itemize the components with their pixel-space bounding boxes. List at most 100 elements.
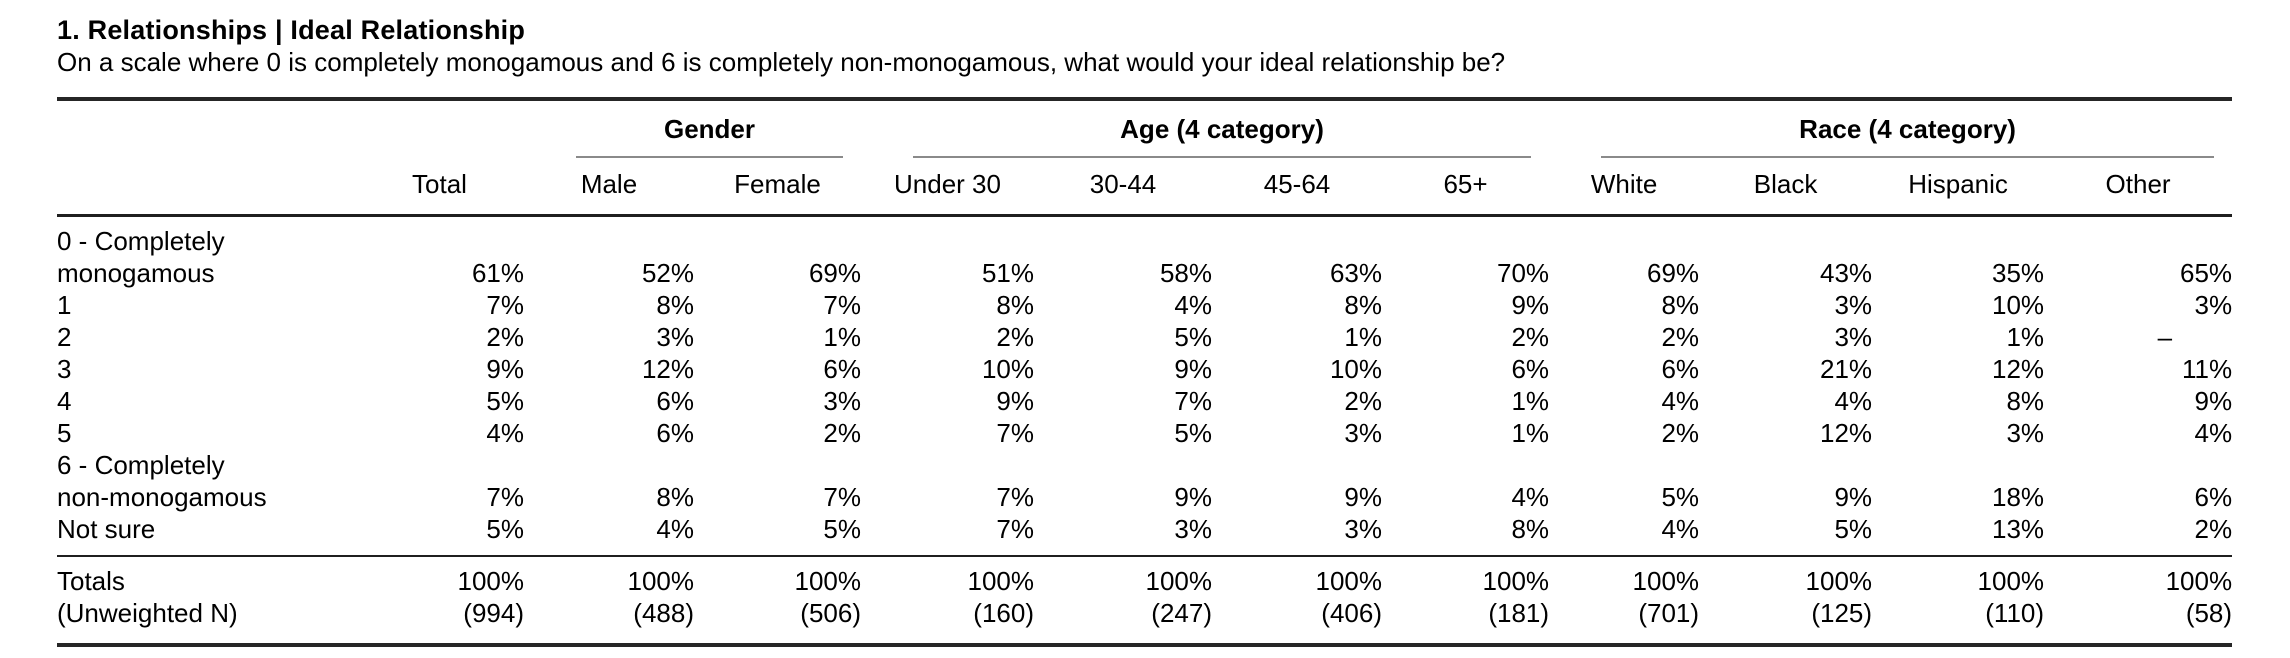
table-cell: 6% xyxy=(1511,354,1550,384)
table-cell: 8% xyxy=(1661,290,1700,320)
table-row: 1 7% 8% 7% 8% 4% 8% 9% 8% 3% 10% 3% xyxy=(57,289,2232,321)
table-row: 0 - Completely monogamous 61% 52% 69% 51% 58%… xyxy=(57,216,2232,290)
table-cell: 8% xyxy=(656,482,694,512)
table-cell: 100% xyxy=(1382,555,1550,597)
table-cell: 3% xyxy=(2006,418,2045,448)
row-label: Not sure xyxy=(57,514,156,544)
unweighted-n-label: (Unweighted N) xyxy=(57,597,355,647)
table-cell: 65% xyxy=(2180,258,2233,288)
table-cell: 8% xyxy=(1344,290,1382,320)
table-cell: 7% xyxy=(823,290,861,320)
row-label-header xyxy=(57,158,355,217)
table-row: 4 5% 6% 3% 9% 7% 2% 1% 4% 4% 8% 9% xyxy=(57,385,2232,417)
column-header: White xyxy=(1549,158,1700,217)
table-cell: 51% xyxy=(981,258,1034,288)
group-header-label: Age (4 category) xyxy=(913,113,1532,158)
table-cell: 43% xyxy=(1820,258,1873,288)
table-cell: 2% xyxy=(1661,418,1700,448)
table-cell: 11% xyxy=(2181,354,2233,384)
table-cell: 100% xyxy=(2044,555,2233,597)
table-cell: 8% xyxy=(1511,514,1550,544)
table-cell: (506) xyxy=(694,597,861,647)
table-body: 0 - Completely monogamous 61% 52% 69% 51% 58%… xyxy=(57,216,2233,647)
column-header: Under 30 xyxy=(861,158,1034,217)
table-cell: 69% xyxy=(808,258,861,288)
table-cell: (181) xyxy=(1382,597,1550,647)
table-cell: 6% xyxy=(656,386,694,416)
table-cell: 61% xyxy=(471,258,524,288)
table-cell: (160) xyxy=(861,597,1034,647)
column-header: 65+ xyxy=(1382,158,1550,217)
table-cell: 69% xyxy=(1647,258,1700,288)
table-cell: 7% xyxy=(996,514,1034,544)
column-header: Total xyxy=(355,158,524,217)
table-cell: 4% xyxy=(1661,386,1700,416)
table-cell: 100% xyxy=(524,555,694,597)
table-cell: 3% xyxy=(2194,290,2233,320)
table-cell: 70% xyxy=(1497,258,1550,288)
table-cell: (406) xyxy=(1212,597,1382,647)
table-cell: 7% xyxy=(996,482,1034,512)
table-cell: (125) xyxy=(1699,597,1873,647)
table-cell: 12% xyxy=(641,354,694,384)
table-cell: 4% xyxy=(656,514,694,544)
table-cell: 100% xyxy=(1699,555,1873,597)
table-cell: 100% xyxy=(1212,555,1382,597)
table-cell: 63% xyxy=(1329,258,1382,288)
table-cell: 18% xyxy=(1992,482,2045,512)
table-cell: 1% xyxy=(1511,386,1550,416)
table-cell: 3% xyxy=(823,386,861,416)
table-cell: 100% xyxy=(1034,555,1212,597)
table-cell: 10% xyxy=(1329,354,1382,384)
table-cell: 4% xyxy=(1511,482,1550,512)
column-header: Black xyxy=(1699,158,1873,217)
table-cell: 7% xyxy=(823,482,861,512)
table-cell: 6% xyxy=(656,418,694,448)
table-cell: (110) xyxy=(1872,597,2045,647)
table-cell: 4% xyxy=(1661,514,1700,544)
table-cell: 1% xyxy=(1344,322,1382,352)
table-cell: 9% xyxy=(1511,290,1550,320)
table-cell: 13% xyxy=(1992,514,2045,544)
table-cell: 3% xyxy=(1344,514,1382,544)
table-cell: 2% xyxy=(2194,514,2233,544)
table-cell: 5% xyxy=(1174,418,1212,448)
table-cell: 9% xyxy=(2194,386,2233,416)
column-header: Female xyxy=(694,158,861,217)
table-cell: 1% xyxy=(823,322,861,352)
totals-label: Totals xyxy=(57,555,355,597)
table-cell: 2% xyxy=(823,418,861,448)
table-cell: 10% xyxy=(981,354,1034,384)
group-header-label: Race (4 category) xyxy=(1601,113,2215,158)
row-label: 4 xyxy=(57,386,72,416)
table-cell: 4% xyxy=(1834,386,1873,416)
table-cell: 8% xyxy=(656,290,694,320)
table-row: 3 9% 12% 6% 10% 9% 10% 6% 6% 21% 12% 11% xyxy=(57,353,2232,385)
row-label: 0 - Completely monogamous xyxy=(57,226,225,288)
table-cell: 2% xyxy=(486,322,524,352)
row-label: 1 xyxy=(57,290,72,320)
table-cell: 6% xyxy=(2194,482,2233,512)
group-header: Age (4 category) xyxy=(861,97,1550,158)
table-cell: 4% xyxy=(2194,418,2233,448)
table-cell: 9% xyxy=(1174,354,1212,384)
table-cell: 8% xyxy=(2006,386,2045,416)
table-cell: 100% xyxy=(1549,555,1700,597)
page-title: 1. Relationships | Ideal Relationship xyxy=(57,15,526,45)
table-cell: 1% xyxy=(2006,322,2045,352)
table-cell: 2% xyxy=(1511,322,1550,352)
row-label: 3 xyxy=(57,354,72,384)
table-cell: 5% xyxy=(1174,322,1212,352)
table-cell: (701) xyxy=(1549,597,1700,647)
table-cell: 12% xyxy=(1820,418,1873,448)
table-cell: 4% xyxy=(486,418,524,448)
table-cell: 1% xyxy=(1511,418,1550,448)
table-cell: 12% xyxy=(1992,354,2045,384)
column-header-row: Total Male Female Under 30 30-44 45-64 65+ Whit… xyxy=(57,158,2233,217)
table-cell: 100% xyxy=(861,555,1034,597)
table-cell: 6% xyxy=(1661,354,1700,384)
table-cell: 5% xyxy=(823,514,861,544)
table-cell: 5% xyxy=(1661,482,1700,512)
table-row: 6 - Completely non-monogamous 7% 8% 7% 7% 9% 9… xyxy=(57,449,2232,513)
row-label: 5 xyxy=(57,418,72,448)
